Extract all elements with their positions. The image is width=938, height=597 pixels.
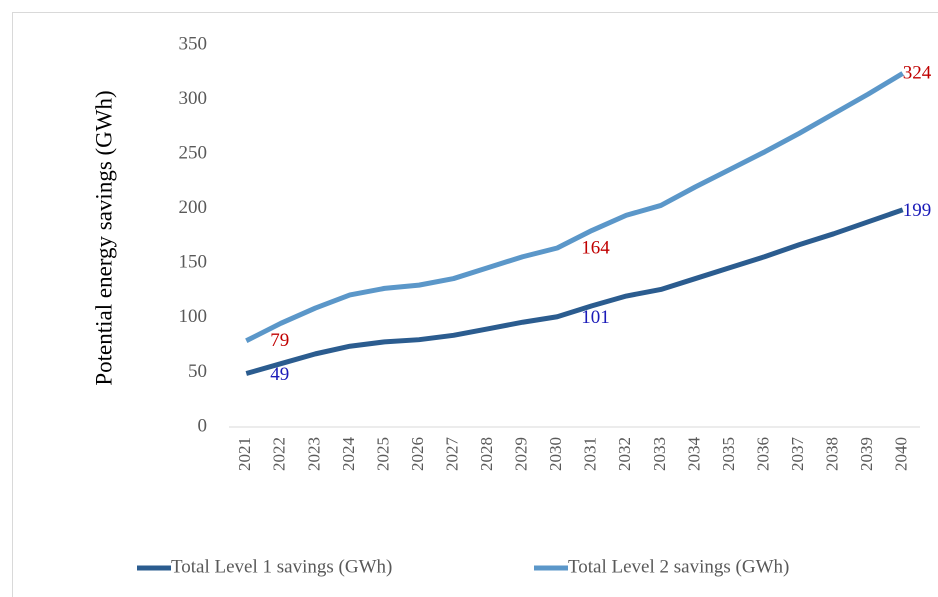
data-label: 324: [903, 63, 932, 84]
y-tick-label: 200: [179, 197, 208, 218]
x-tick-label: 2040: [892, 437, 911, 471]
x-tick-label: 2021: [235, 437, 254, 471]
x-tick-label: 2028: [477, 437, 496, 471]
y-axis-label: Potential energy savings (GWh): [91, 90, 116, 385]
data-label: 164: [581, 237, 610, 258]
x-tick-label: 2031: [581, 437, 600, 471]
legend-label: Total Level 2 savings (GWh): [568, 556, 789, 577]
x-tick-label: 2037: [788, 437, 807, 472]
x-tick-label: 2033: [650, 437, 669, 471]
y-tick-label: 50: [188, 361, 207, 382]
data-label: 199: [903, 200, 932, 221]
x-tick-label: 2039: [857, 437, 876, 471]
y-tick-label: 250: [179, 143, 208, 164]
x-tick-label: 2025: [373, 437, 392, 471]
y-tick-label: 300: [179, 88, 208, 109]
series-line: [245, 207, 904, 376]
y-tick-label: 100: [179, 306, 208, 327]
x-tick-label: 2036: [753, 437, 772, 471]
x-tick-label: 2022: [270, 437, 289, 471]
y-tick-label: 150: [179, 252, 208, 273]
x-tick-label: 2038: [823, 437, 842, 471]
x-tick-label: 2035: [719, 437, 738, 471]
chart-border: [12, 12, 938, 597]
x-tick-label: 2032: [615, 437, 634, 471]
series-line: [245, 71, 905, 344]
legend-label: Total Level 1 savings (GWh): [171, 556, 392, 577]
data-label: 49: [270, 364, 289, 385]
x-tick-label: 2024: [339, 437, 358, 472]
data-label: 79: [270, 330, 289, 351]
y-tick-label: 350: [179, 33, 208, 54]
data-label: 101: [581, 307, 610, 328]
x-tick-label: 2023: [304, 437, 323, 471]
y-tick-label: 0: [198, 415, 208, 436]
x-tick-label: 2026: [408, 437, 427, 471]
x-tick-label: 2030: [546, 437, 565, 471]
x-tick-label: 2027: [442, 437, 461, 472]
x-tick-label: 2034: [684, 437, 703, 472]
x-tick-label: 2029: [512, 437, 531, 471]
